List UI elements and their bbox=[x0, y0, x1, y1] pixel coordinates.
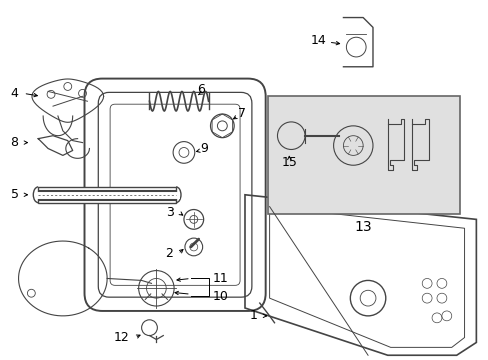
Text: 5: 5 bbox=[11, 188, 19, 201]
Text: 15: 15 bbox=[281, 156, 297, 169]
Bar bbox=[267, 96, 459, 215]
Text: 1: 1 bbox=[249, 309, 257, 322]
Text: 14: 14 bbox=[310, 34, 326, 47]
Text: 4: 4 bbox=[11, 87, 19, 100]
Text: 8: 8 bbox=[11, 136, 19, 149]
Text: 2: 2 bbox=[165, 247, 173, 260]
Text: 7: 7 bbox=[238, 107, 245, 120]
Text: 11: 11 bbox=[212, 272, 228, 285]
Text: 6: 6 bbox=[196, 83, 204, 96]
Text: 10: 10 bbox=[212, 290, 228, 303]
Text: 3: 3 bbox=[166, 206, 174, 219]
Bar bbox=[38, 187, 176, 203]
Text: 12: 12 bbox=[114, 331, 129, 344]
Text: 9: 9 bbox=[200, 142, 208, 155]
Text: 13: 13 bbox=[354, 220, 371, 234]
